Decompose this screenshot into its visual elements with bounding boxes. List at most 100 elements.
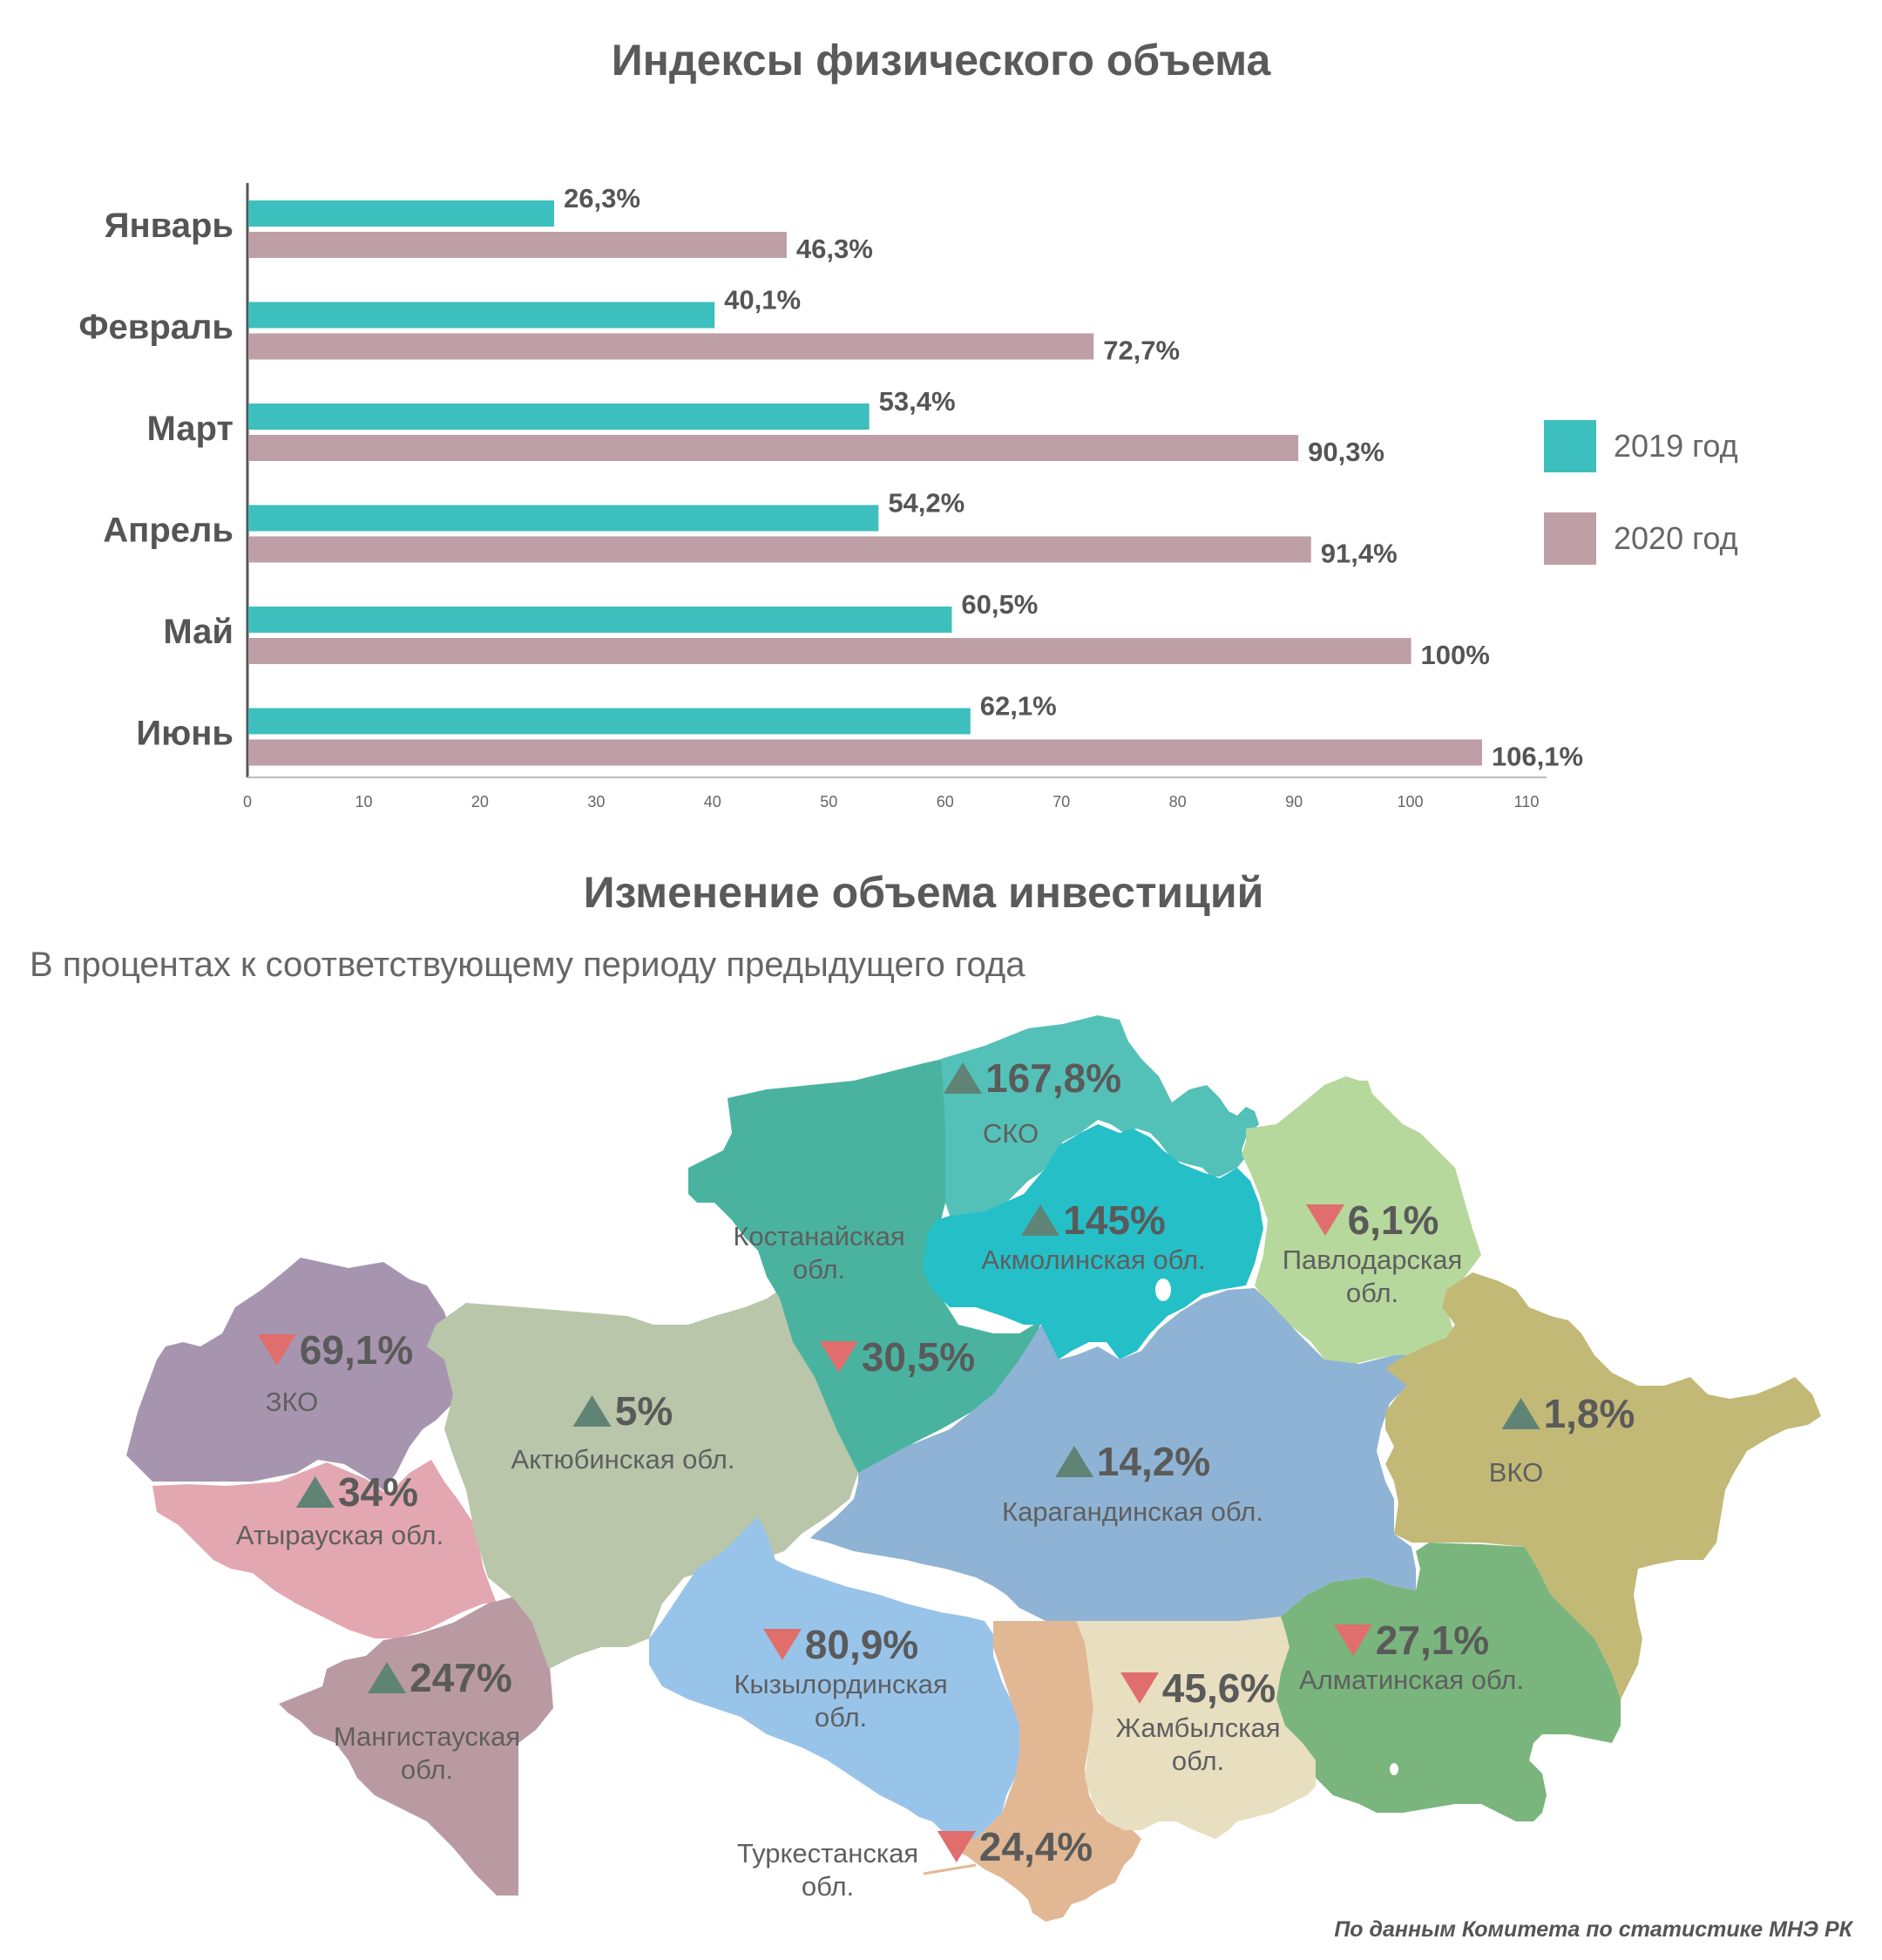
data-label: 72,7% — [1103, 336, 1180, 366]
down-arrow-icon — [1333, 1624, 1372, 1656]
down-arrow-icon — [1120, 1672, 1159, 1704]
category-label: Январь — [105, 207, 234, 245]
bar-2019 — [248, 505, 879, 532]
region-label-aktobe: 5% Актюбинская обл. — [511, 1387, 735, 1476]
region-label-karaganda: 14,2% Карагандинская обл. — [1002, 1438, 1263, 1529]
region-value-mangystau: 247% — [340, 1654, 540, 1701]
region-kyzylorda-shape — [649, 1516, 1024, 1839]
x-tick-label: 100 — [1398, 793, 1424, 810]
region-name-akmola: Акмолинская обл. — [981, 1244, 1206, 1275]
up-arrow-icon — [1054, 1446, 1093, 1477]
legend-item-2019: 2019 год — [1544, 420, 1738, 472]
map-title: Изменение объема инвестиций — [583, 868, 1264, 917]
data-label: 90,3% — [1308, 437, 1384, 467]
data-label: 60,5% — [961, 589, 1038, 620]
x-tick-label: 50 — [820, 793, 837, 810]
legend-swatch-2020 — [1544, 512, 1596, 565]
region-name-turkestan: Туркестанская обл. — [736, 1838, 919, 1902]
up-arrow-icon — [1501, 1398, 1540, 1429]
x-tick-label: 110 — [1514, 793, 1540, 810]
data-label: 40,1% — [724, 285, 801, 315]
data-label: 26,3% — [564, 183, 640, 214]
region-name-zhambyl: Жамбылская обл. — [1115, 1712, 1281, 1776]
region-label-akmola: 145% Акмолинская обл. — [980, 1197, 1207, 1277]
region-value-zko: 69,1% — [257, 1326, 413, 1373]
category-label: Апрель — [103, 512, 234, 550]
region-akmola-shape — [924, 1124, 1263, 1360]
bar-2019 — [248, 607, 952, 633]
data-label: 62,1% — [980, 691, 1057, 722]
region-label-pavlodar: 6,1% Павлодарская обл. — [1263, 1197, 1481, 1310]
region-pavlodar-shape — [1242, 1076, 1481, 1368]
lake-icon — [1388, 1761, 1400, 1777]
x-tick-label: 10 — [355, 793, 372, 810]
x-tick-label: 80 — [1169, 793, 1187, 810]
down-arrow-icon — [937, 1831, 976, 1862]
region-sko-shape — [941, 1015, 1259, 1216]
region-label-mangystau: 247% Мангистауская обл. — [334, 1654, 540, 1787]
down-arrow-icon — [819, 1341, 858, 1373]
bar-2019 — [248, 200, 554, 227]
region-value-sko: 167,8% — [943, 1055, 1121, 1102]
bar-2020 — [248, 638, 1412, 664]
region-name-atyrau: Атырауская обл. — [235, 1520, 444, 1550]
region-label-vko: 1,8% ВКО — [1489, 1390, 1635, 1489]
lake-icon — [1154, 1277, 1173, 1303]
region-label-almaty: 27,1% Алматинская обл. — [1298, 1617, 1525, 1697]
bar-2020 — [248, 435, 1299, 461]
region-label-zhambyl: 45,6% Жамбылская обл. — [1089, 1665, 1307, 1778]
region-label-kyzylorda: 80,9% Кызылординская обл. — [710, 1621, 971, 1734]
region-zhambyl-shape — [1076, 1617, 1316, 1839]
bar-2019 — [248, 302, 715, 329]
region-value-zhambyl: 45,6% — [1089, 1665, 1307, 1712]
region-name-vko: ВКО — [1488, 1457, 1544, 1488]
region-name-zko: ЗКО — [265, 1387, 319, 1417]
region-name-pavlodar: Павлодарская обл. — [1282, 1244, 1463, 1308]
data-label: 100% — [1421, 640, 1490, 670]
region-name-karaganda: Карагандинская обл. — [1002, 1496, 1263, 1527]
x-tick-label: 90 — [1285, 793, 1303, 810]
region-value-pavlodar: 6,1% — [1263, 1197, 1481, 1244]
source-note: По данным Комитета по статистике МНЭ РК — [1334, 1917, 1852, 1942]
region-value-almaty: 27,1% — [1298, 1617, 1525, 1664]
data-label: 106,1% — [1492, 742, 1583, 772]
bar-2020 — [248, 232, 787, 258]
bar-2020 — [248, 536, 1311, 563]
x-tick-label: 0 — [243, 793, 252, 810]
map-subtitle: В процентах к соответствующему периоду п… — [30, 946, 1026, 984]
category-label: Февраль — [78, 309, 234, 347]
region-value-karaganda: 14,2% — [1002, 1438, 1263, 1485]
region-almaty-shape — [1276, 1543, 1621, 1821]
x-tick-label: 40 — [704, 793, 721, 810]
region-value-atyrau: 34% — [271, 1468, 443, 1516]
chart-title: Индексы физического объема — [611, 36, 1271, 85]
down-arrow-icon — [1305, 1204, 1344, 1236]
region-name-sko: СКО — [982, 1118, 1039, 1149]
region-value-akmola: 145% — [980, 1197, 1207, 1244]
region-turkestan-shape — [941, 1621, 1141, 1922]
legend-label-2019: 2019 год — [1614, 428, 1738, 464]
region-name-almaty: Алматинская обл. — [1299, 1665, 1524, 1695]
region-name-kostanay: Костанайская обл. — [733, 1221, 905, 1285]
bar-2020 — [248, 333, 1094, 360]
region-name-aktobe: Актюбинская обл. — [511, 1444, 735, 1475]
up-arrow-icon — [295, 1476, 335, 1508]
up-arrow-icon — [572, 1395, 612, 1427]
region-value-kyzylorda: 80,9% — [710, 1621, 971, 1668]
up-arrow-icon — [368, 1662, 407, 1693]
bar-chart: 0 10 20 30 40 50 60 70 80 90 100 110 Январь 26,3% 46,3… — [78, 183, 1583, 810]
region-value-aktobe: 5% — [511, 1387, 735, 1434]
region-value-kostanay: 30,5% — [819, 1333, 975, 1380]
data-label: 46,3% — [796, 234, 873, 264]
legend-label-2020: 2020 год — [1614, 520, 1738, 556]
region-mangystau-shape — [279, 1597, 553, 1896]
region-name-kyzylorda: Кызылординская обл. — [734, 1669, 948, 1733]
data-label: 53,4% — [879, 386, 956, 417]
x-tick-label: 60 — [937, 793, 954, 810]
category-label: Июнь — [136, 715, 234, 753]
bar-2019 — [248, 708, 971, 735]
region-vko-shape — [1385, 1272, 1821, 1699]
x-tick-label: 70 — [1053, 793, 1070, 810]
region-atyrau-shape — [152, 1460, 540, 1638]
